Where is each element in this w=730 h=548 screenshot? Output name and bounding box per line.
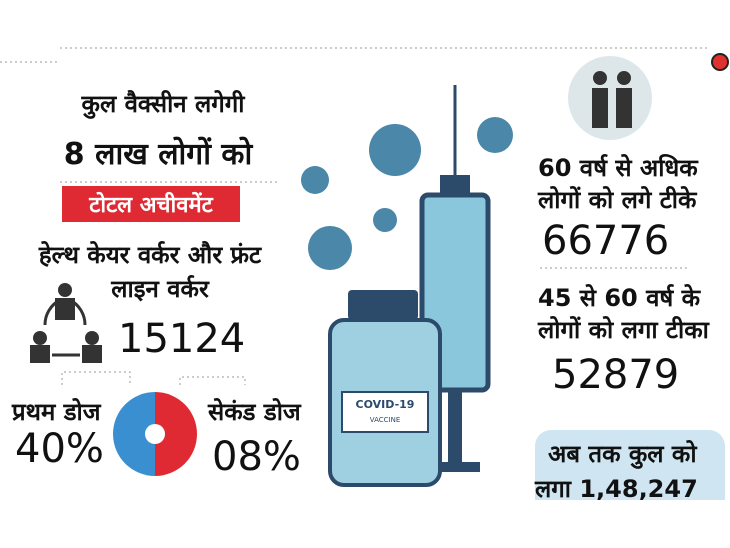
total-box	[535, 430, 725, 500]
label: प्रथम डोज	[11, 398, 102, 426]
value: 08%	[212, 434, 301, 480]
badge: टोटल अचीवमेंट	[88, 191, 213, 218]
header-line: 8 लाख लोगों को	[64, 136, 254, 172]
label: 45 से 60 वर्ष के	[538, 284, 702, 312]
label: लाइन वर्कर	[110, 275, 210, 303]
label: लोगों को लगे टीके	[537, 186, 698, 214]
virus-icons	[301, 117, 513, 270]
label: लगा 1,48,247	[534, 475, 698, 503]
dose-donut	[61, 371, 246, 476]
label: अब तक कुल को	[548, 440, 697, 469]
artwork: COVID-19 VACCINE टोटल अचीवमेंट कुल वैक्स…	[0, 47, 729, 503]
label: लोगों को लगा टीका	[537, 316, 710, 344]
count: 15124	[118, 316, 245, 362]
label: सेकंड डोज	[207, 398, 302, 426]
value: 40%	[15, 426, 104, 472]
label: 60 वर्ष से अधिक	[538, 154, 699, 182]
senior-icon	[568, 56, 652, 140]
label: हेल्थ केयर वर्कर और फ्रंट	[38, 241, 262, 269]
workers-icon	[30, 283, 102, 363]
count: 66776	[542, 218, 669, 264]
vial-label: COVID-19	[356, 398, 415, 411]
badge-bg	[62, 186, 240, 222]
vial: COVID-19 VACCINE	[328, 290, 442, 487]
vial-label: VACCINE	[370, 416, 401, 424]
corner-dot	[711, 53, 729, 71]
count: 52879	[552, 352, 679, 398]
header-line: कुल वैक्सीन लगेगी	[81, 90, 246, 119]
